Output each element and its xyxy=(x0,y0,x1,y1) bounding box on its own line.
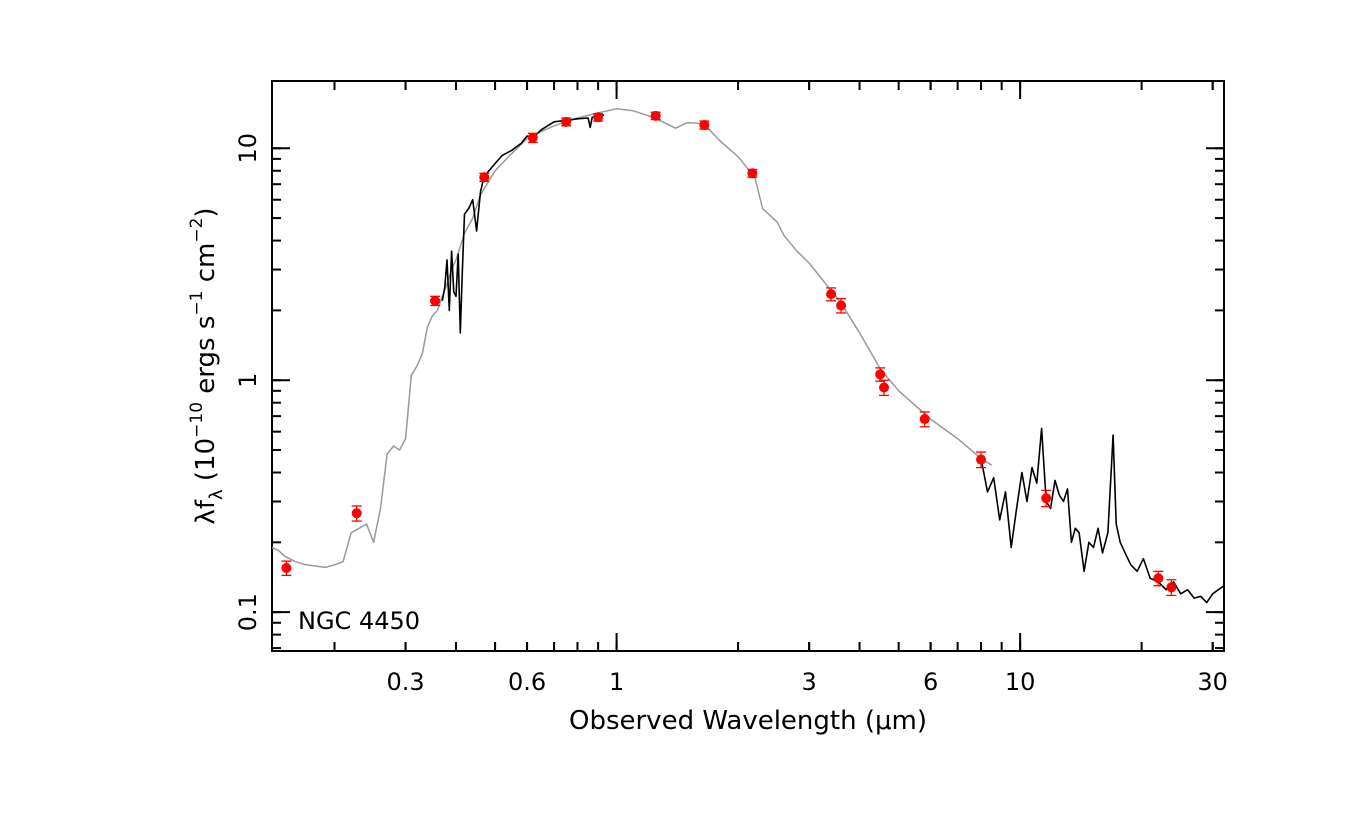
model-line xyxy=(271,108,993,569)
x-tick-label: 1 xyxy=(609,668,624,696)
y-tick-labels: 0.1 1 10 xyxy=(234,133,262,631)
photometry-point xyxy=(1153,573,1164,584)
photometry-point xyxy=(919,414,930,425)
y-label-open: (10 xyxy=(191,438,221,490)
photometry-point xyxy=(826,289,837,300)
object-annotation: NGC 4450 xyxy=(298,607,420,635)
major-ticks xyxy=(272,81,1224,651)
photometry-point xyxy=(976,454,987,465)
spectrum-line xyxy=(441,114,1225,604)
photometry-point xyxy=(836,300,847,311)
x-tick-labels: 0.3 0.6 1 3 6 10 30 xyxy=(386,668,1227,696)
y-tick-label: 1 xyxy=(234,373,262,388)
y-label-exp3: −2 xyxy=(187,218,207,243)
plot-frame xyxy=(271,80,1225,652)
y-label-mid2: cm xyxy=(191,243,221,291)
y-label-exp2: −1 xyxy=(187,291,207,316)
photometry-point xyxy=(593,112,604,123)
x-tick-label: 0.6 xyxy=(508,668,546,696)
x-tick-label: 30 xyxy=(1197,668,1228,696)
x-tick-label: 10 xyxy=(1005,668,1036,696)
y-tick-label: 0.1 xyxy=(234,593,262,631)
y-label-lam: λf xyxy=(191,499,221,524)
y-tick-label: 10 xyxy=(234,133,262,164)
x-tick-label: 0.3 xyxy=(386,668,424,696)
minor-ticks xyxy=(272,81,1224,651)
photometry-point xyxy=(650,110,661,121)
x-tick-label: 6 xyxy=(923,668,938,696)
photometry-point xyxy=(479,172,490,183)
photometry-point xyxy=(351,508,362,519)
series-layer xyxy=(271,108,1225,604)
photometry-point xyxy=(1166,582,1177,593)
photometry-points xyxy=(281,110,1177,597)
x-axis-label: Observed Wavelength (μm) xyxy=(569,706,927,736)
photometry-point xyxy=(747,168,758,179)
photometry-point xyxy=(527,132,538,143)
x-tick-label: 3 xyxy=(801,668,816,696)
y-label-exp1: −10 xyxy=(187,402,207,438)
y-label-mid: ergs s xyxy=(191,316,221,402)
photometry-point xyxy=(430,295,441,306)
photometry-point xyxy=(1041,493,1052,504)
y-axis-label: λfλ (10−10 ergs s−1 cm−2) xyxy=(187,207,227,524)
photometry-point xyxy=(561,116,572,127)
photometry-point xyxy=(281,563,292,574)
photometry-point xyxy=(879,382,890,393)
y-label-close: ) xyxy=(191,207,221,217)
photometry-point xyxy=(699,119,710,130)
photometry-point xyxy=(875,369,886,380)
y-label-sub: λ xyxy=(206,489,227,500)
